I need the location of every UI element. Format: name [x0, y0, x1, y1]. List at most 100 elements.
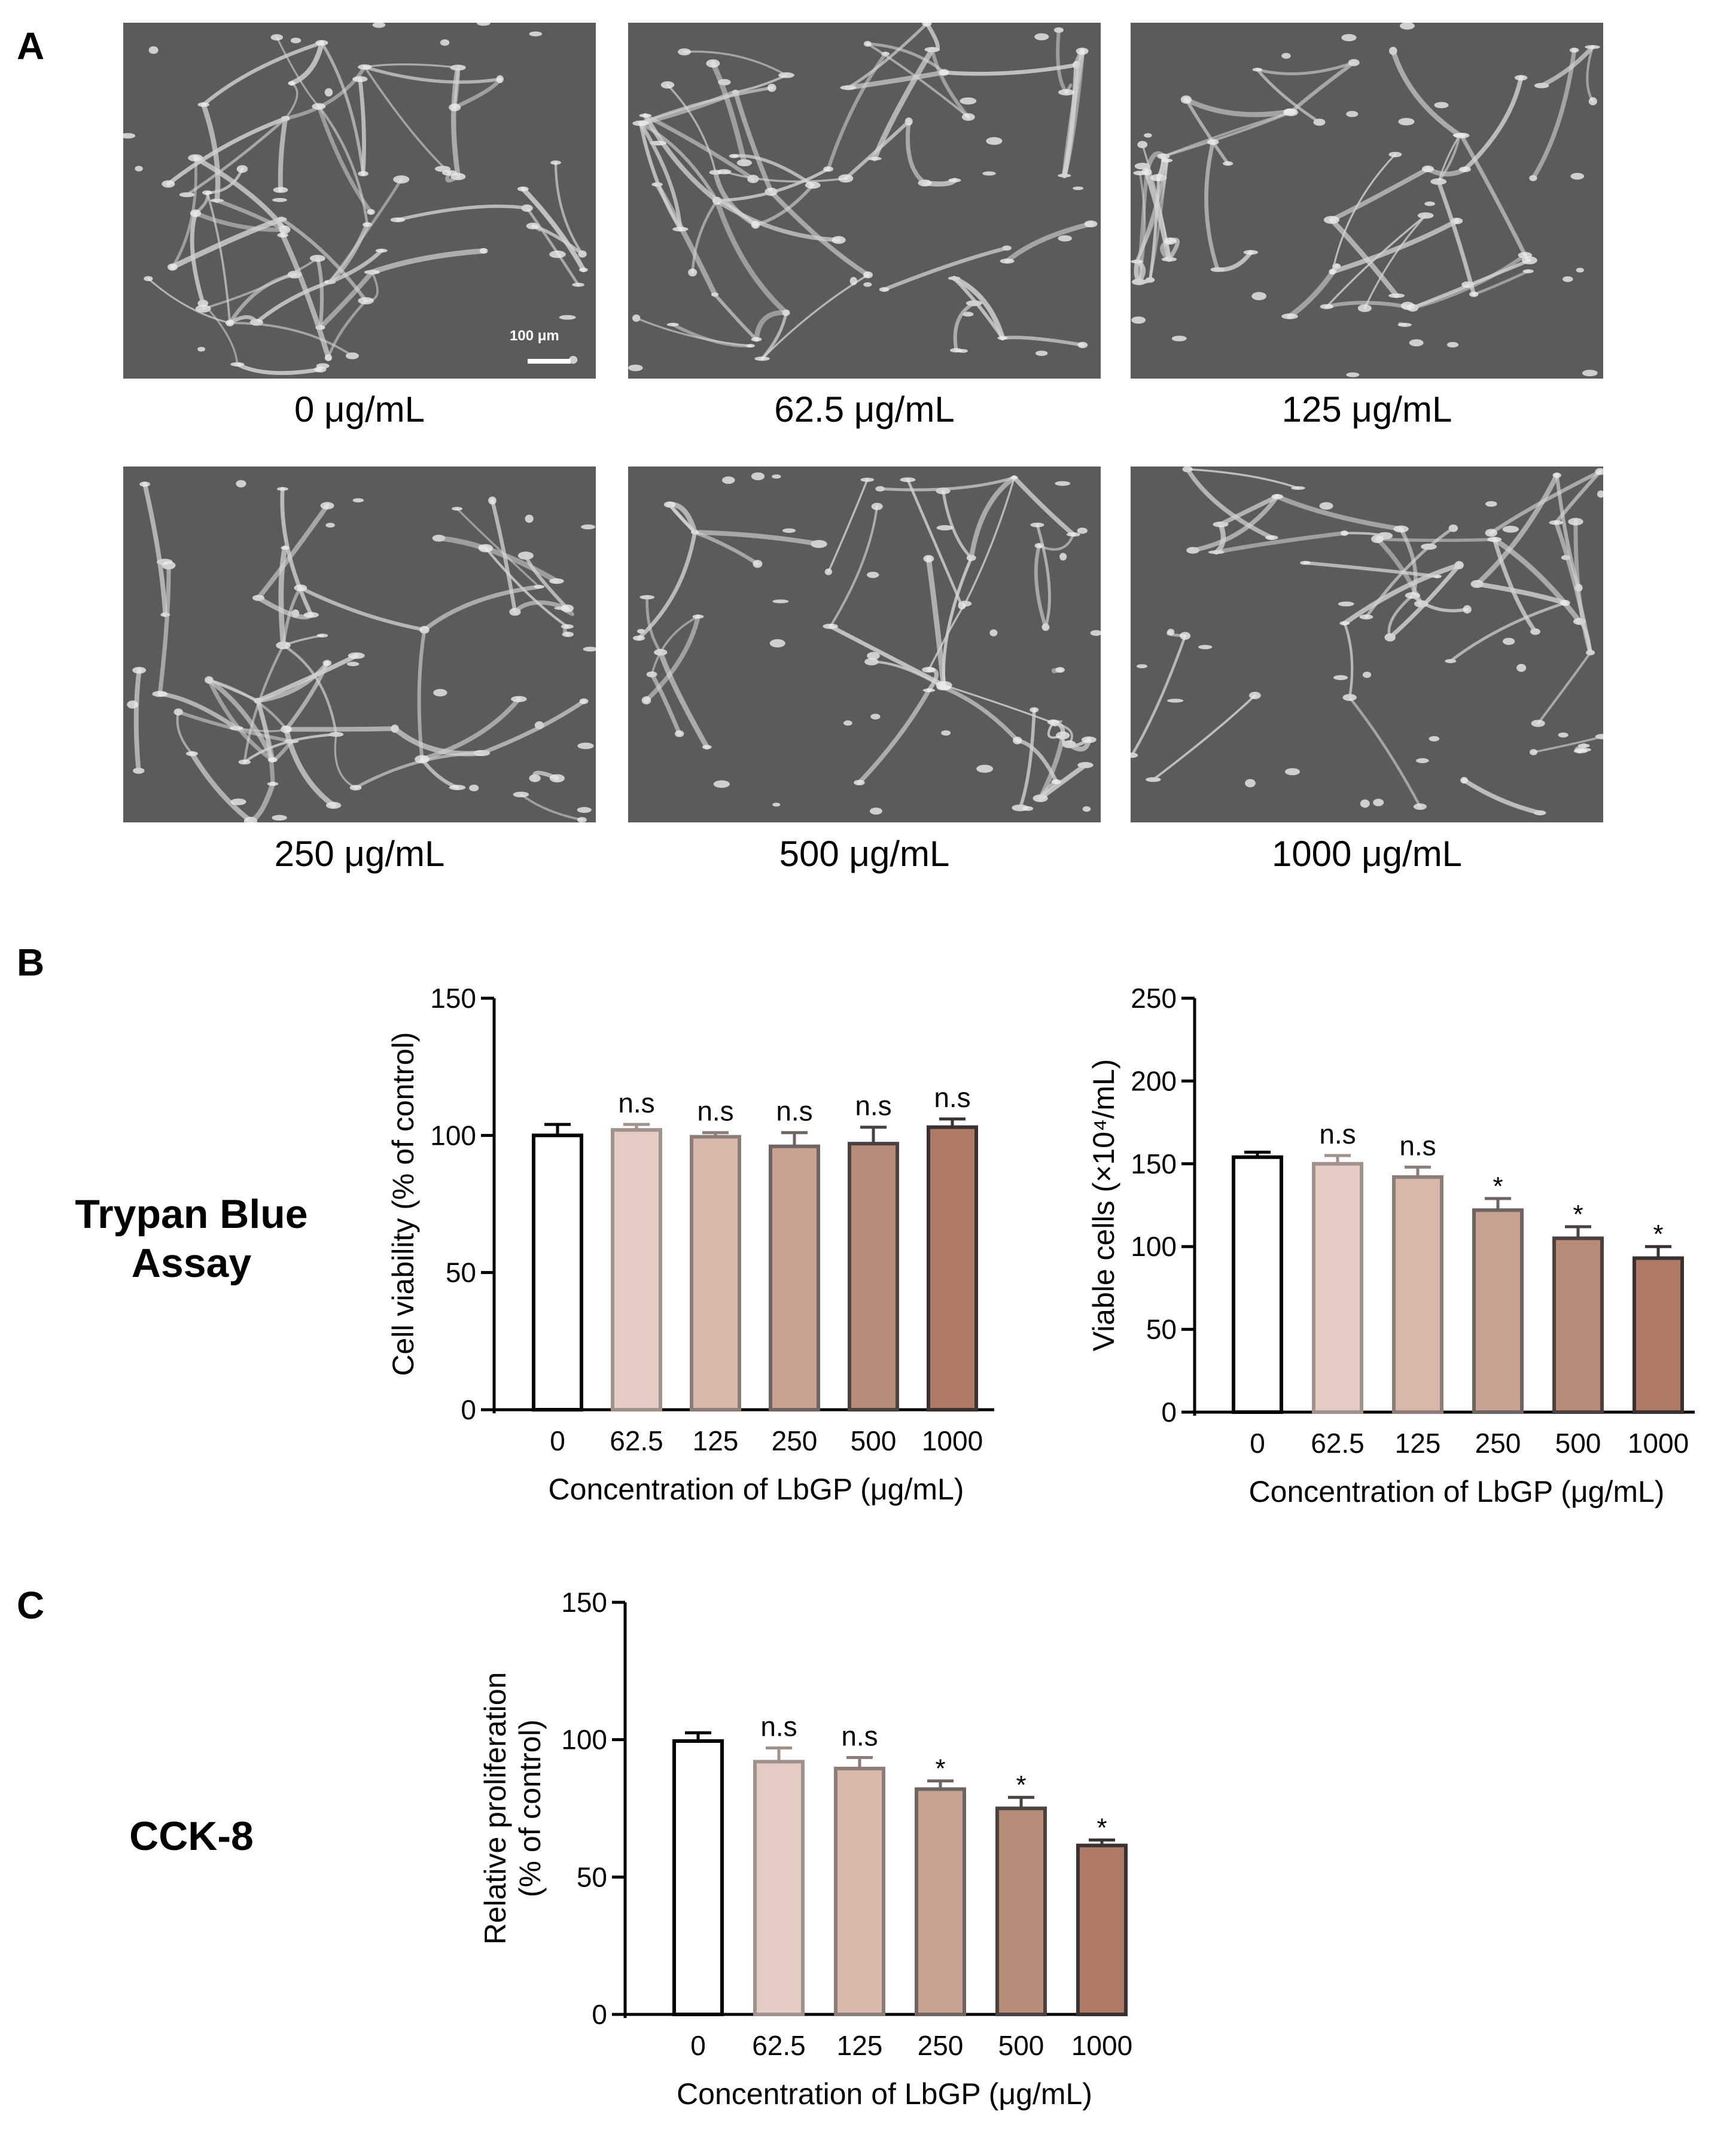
cell-process	[650, 672, 682, 736]
cell-body	[238, 759, 251, 765]
cell-process	[710, 60, 747, 166]
cell-body	[1503, 638, 1515, 645]
cell-process	[1018, 708, 1036, 810]
cell-body	[961, 113, 975, 121]
cell-body	[1595, 468, 1603, 475]
cell-body	[1323, 215, 1340, 224]
cell-body	[352, 498, 364, 503]
cell-process	[1449, 601, 1567, 663]
cell-process	[644, 614, 701, 703]
y-tick-label: 100	[430, 1120, 476, 1151]
cell-body	[1576, 267, 1584, 273]
cell-process	[1204, 140, 1220, 272]
cell-body	[581, 524, 595, 530]
cell-body	[441, 170, 457, 176]
significance-ns: n.s	[1319, 1118, 1356, 1150]
cell-body	[706, 59, 720, 68]
cell-body	[529, 31, 543, 36]
cell-body	[769, 639, 785, 648]
cell-process	[364, 63, 459, 69]
bar	[1076, 1843, 1128, 2016]
cell-body	[1034, 33, 1049, 41]
cell-process	[857, 688, 931, 785]
cell-process	[968, 475, 1017, 560]
cell-process	[1411, 593, 1469, 612]
cell-process	[1035, 523, 1051, 629]
micrograph-1000-cells	[1131, 467, 1603, 816]
cell-body	[1252, 68, 1262, 72]
cell-body	[823, 166, 833, 172]
cell-process	[1185, 467, 1274, 540]
x-tick-label: 0	[550, 1425, 565, 1456]
cell-body	[986, 137, 1003, 145]
cell-body	[1458, 166, 1471, 172]
bar	[927, 1125, 978, 1412]
cell-process	[635, 317, 752, 347]
y-tick-label: 100	[561, 1724, 607, 1755]
bar	[532, 1133, 583, 1412]
cell-body	[320, 502, 334, 510]
cell-process	[1289, 60, 1356, 114]
cell-process	[829, 505, 879, 628]
cell-body	[782, 528, 796, 533]
cell-body	[583, 647, 596, 652]
cell-body	[513, 791, 529, 798]
cell-body	[1066, 532, 1080, 537]
cell-body	[976, 764, 994, 773]
cell-process	[157, 563, 171, 696]
cell-body	[751, 472, 765, 480]
cell-body	[1569, 47, 1579, 53]
cell-body	[1558, 732, 1569, 738]
cell-body	[1560, 599, 1570, 606]
cell-process	[1001, 336, 1085, 347]
cell-body	[449, 785, 466, 791]
x-tick-label: 1000	[1071, 2030, 1132, 2061]
cell-body	[666, 322, 679, 327]
bar	[1312, 1162, 1363, 1415]
cell-body	[1485, 501, 1497, 507]
cell-process	[243, 733, 338, 764]
cell-process	[520, 793, 583, 821]
micrograph-250	[123, 467, 596, 822]
cell-body	[922, 666, 936, 673]
scalebar-label: 100 μm	[510, 328, 559, 344]
cell-body	[1084, 220, 1098, 228]
cell-process	[318, 269, 374, 330]
cell-body	[562, 632, 574, 638]
cell-process	[636, 530, 697, 641]
cell-body	[1516, 663, 1527, 672]
cell-body	[960, 97, 977, 105]
cell-process	[1492, 537, 1537, 634]
y-tick-label: 100	[1131, 1231, 1177, 1262]
cell-process	[201, 102, 221, 203]
cell-body	[805, 181, 821, 189]
cell-body	[1388, 293, 1405, 298]
cell-network	[633, 472, 1101, 815]
bar	[915, 1787, 966, 2016]
cell-body	[561, 604, 574, 612]
cell-body	[1223, 161, 1234, 166]
y-tick-label: 250	[1131, 983, 1177, 1014]
cell-body	[272, 198, 287, 202]
cell-body	[517, 186, 529, 191]
cell-body	[1485, 529, 1498, 537]
cell-body	[1058, 235, 1073, 242]
cell-body	[824, 568, 833, 575]
cell-body	[358, 170, 368, 176]
cell-body	[550, 160, 561, 165]
cell-process	[1256, 68, 1321, 124]
cell-body	[1180, 95, 1192, 104]
cell-process	[964, 476, 1016, 605]
bar	[1232, 1155, 1283, 1415]
cell-process	[202, 302, 239, 365]
cell-process	[1390, 48, 1463, 138]
y-tick-label: 0	[461, 1394, 476, 1425]
cell-process	[1061, 48, 1085, 179]
cell-body	[922, 688, 936, 693]
cell-body	[1434, 102, 1449, 109]
cell-process	[363, 65, 502, 84]
cell-process	[1275, 494, 1404, 532]
cell-process	[715, 167, 830, 203]
bar	[834, 1766, 885, 2017]
